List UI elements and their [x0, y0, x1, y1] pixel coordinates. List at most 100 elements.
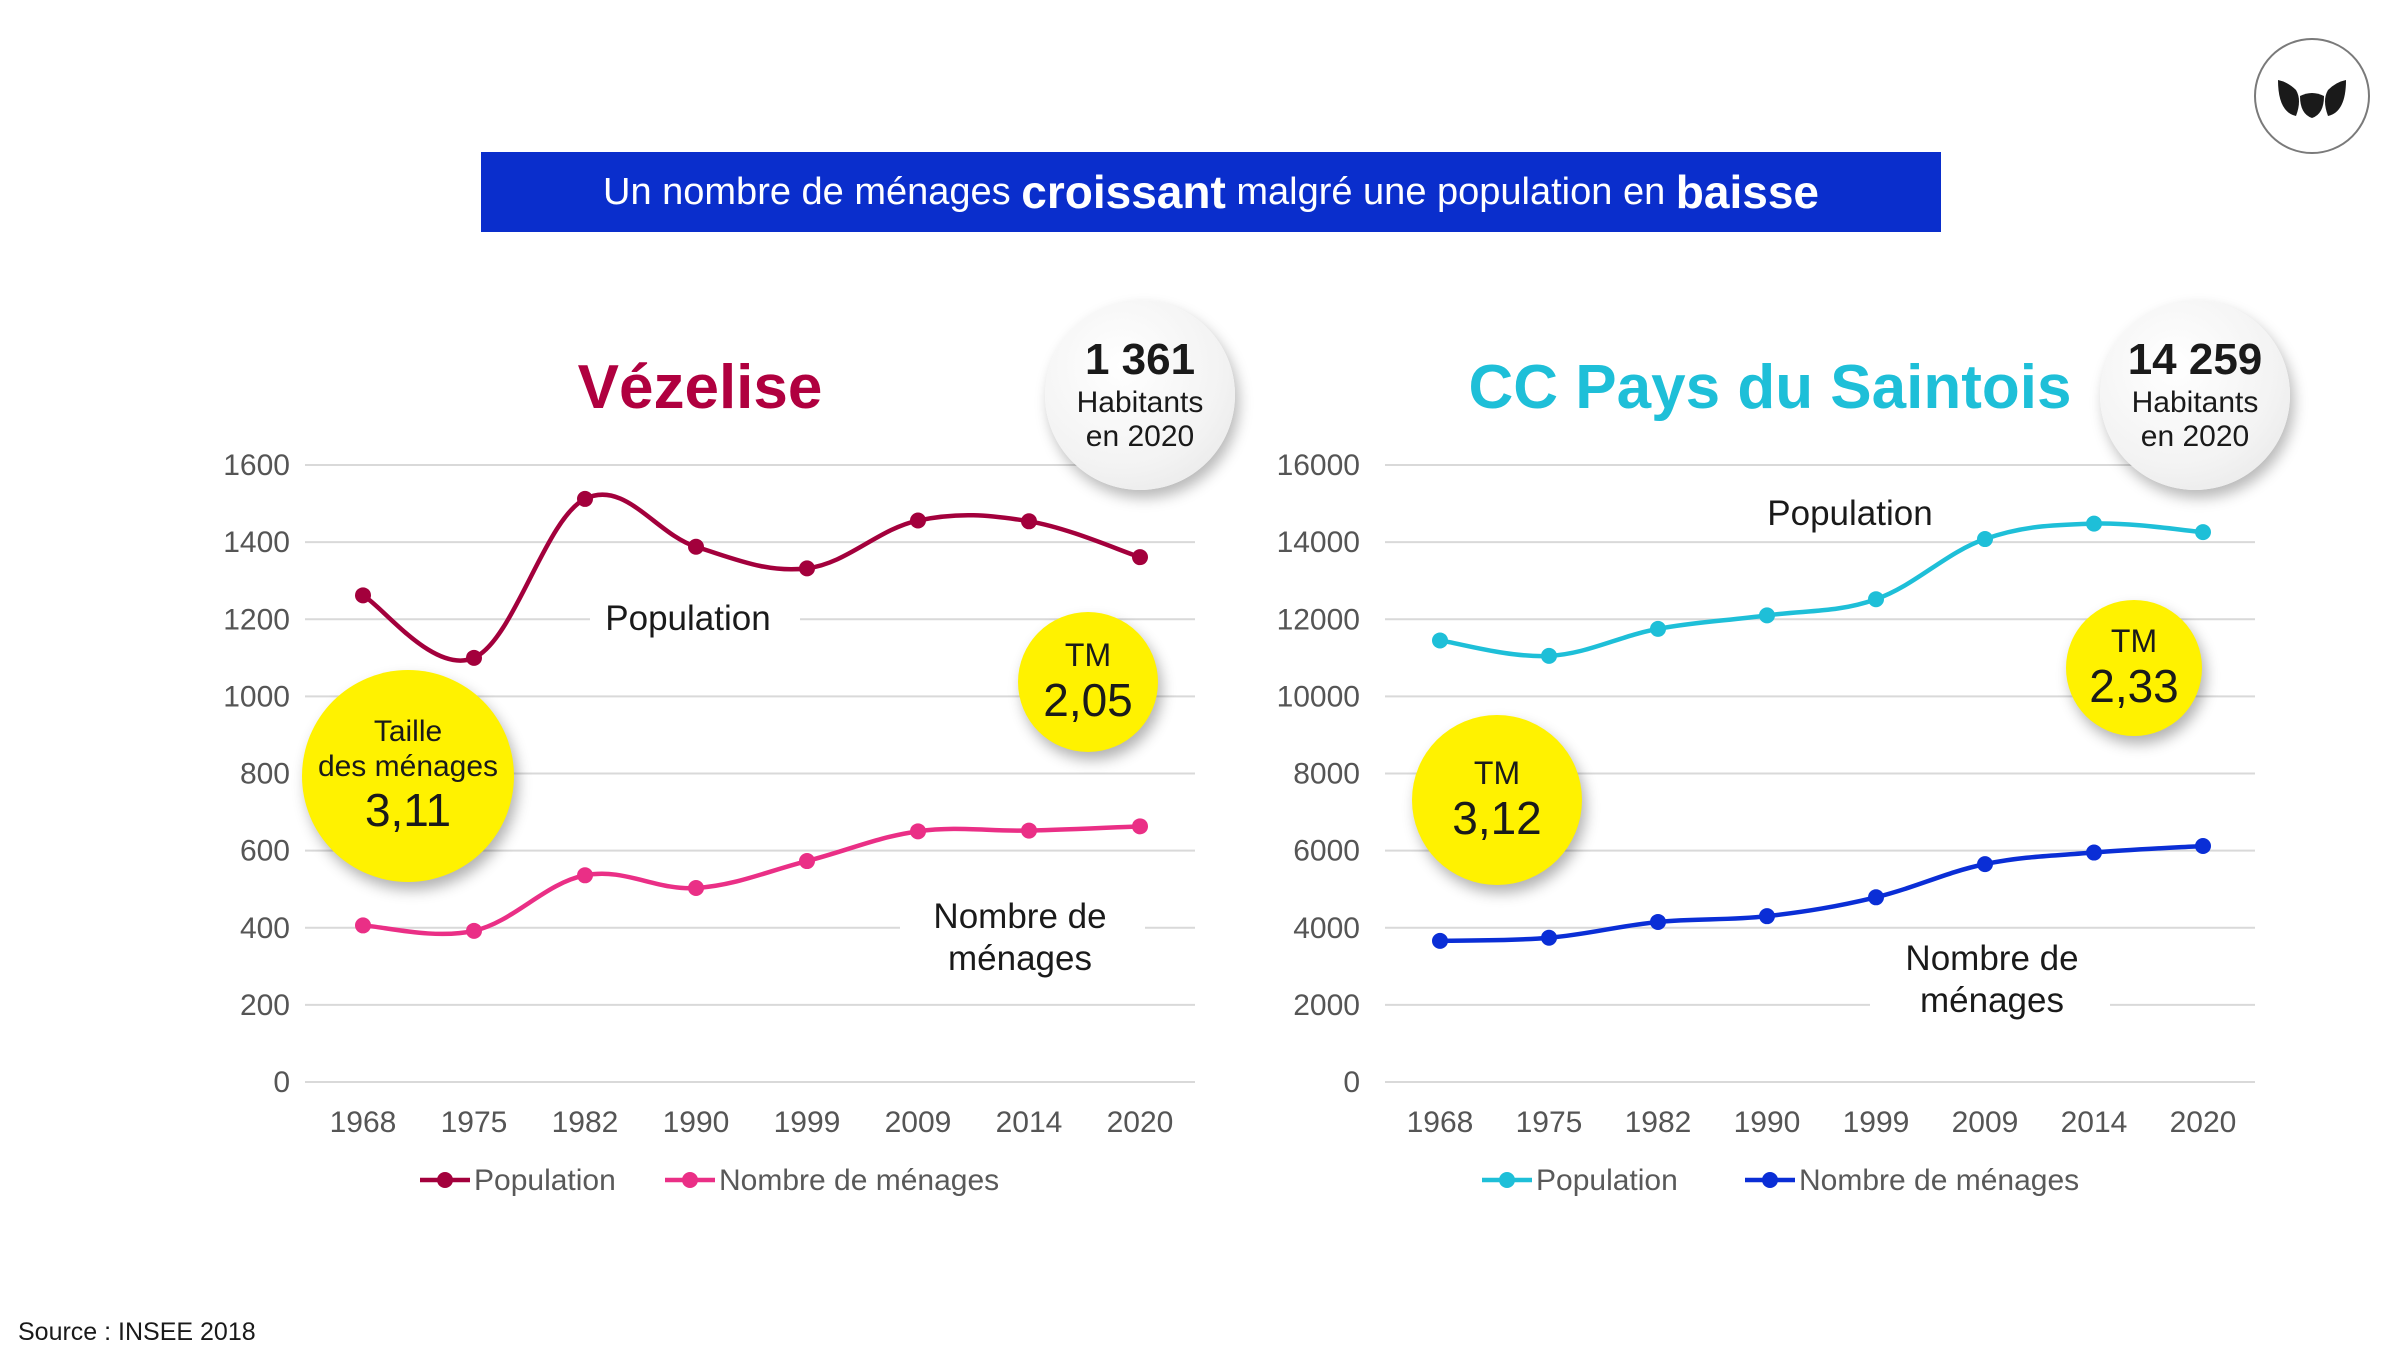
label-gap: [1870, 970, 2110, 1020]
data-point: [2195, 524, 2211, 541]
x-tick-label: 1982: [1625, 1106, 1692, 1139]
y-tick-label: 4000: [1293, 912, 1360, 945]
headline-bold2: baisse: [1675, 166, 1819, 218]
x-tick-label: 2020: [1107, 1106, 1174, 1139]
legend-label: Nombre de ménages: [1799, 1164, 2079, 1197]
household-size-label: TM: [1064, 637, 1112, 674]
population-2020-label-line2: en 2020: [2140, 420, 2250, 454]
y-tick-label: 200: [240, 989, 290, 1022]
legend-marker: [1499, 1172, 1515, 1188]
data-point: [2086, 844, 2102, 861]
series-line: [1439, 521, 2204, 659]
legend-marker: [682, 1172, 698, 1188]
household-size-value: 3,11: [364, 784, 452, 837]
data-point: [2195, 837, 2211, 854]
data-point: [466, 649, 482, 666]
legend-label: Nombre de ménages: [719, 1164, 999, 1197]
x-tick-label: 1990: [663, 1106, 730, 1139]
household-size-label: TM: [1473, 755, 1521, 792]
population-2020-label-line1: Habitants: [2131, 385, 2259, 419]
x-tick-label: 1999: [1843, 1106, 1910, 1139]
x-tick-label: 2009: [1952, 1106, 2019, 1139]
data-point: [799, 560, 815, 577]
data-point: [466, 922, 482, 939]
label-gap: [1745, 487, 1955, 537]
data-point: [1021, 822, 1037, 839]
legend-marker: [437, 1172, 453, 1188]
data-point: [1868, 591, 1884, 608]
data-point: [1977, 531, 1993, 548]
legend-label: Population: [474, 1164, 616, 1197]
headline-part1: Un nombre de ménages: [603, 170, 1022, 213]
series-line: [1439, 843, 2204, 944]
legend-marker: [1762, 1172, 1778, 1188]
population-2020-bubble-vezelise: 1 361 Habitants en 2020: [1045, 300, 1235, 490]
y-tick-label: 16000: [1277, 449, 1360, 482]
y-tick-label: 8000: [1293, 758, 1360, 791]
data-point: [1977, 856, 1993, 873]
data-point: [688, 538, 704, 555]
series-label-households: ménages: [948, 939, 1092, 978]
data-point: [1868, 889, 1884, 906]
y-tick-label: 6000: [1293, 835, 1360, 868]
label-gap: [590, 592, 800, 642]
data-point: [2086, 515, 2102, 532]
chart-title-vezelise: Vézelise: [577, 353, 823, 422]
x-tick-label: 1975: [1516, 1106, 1583, 1139]
data-point: [577, 490, 593, 507]
x-tick-label: 1999: [774, 1106, 841, 1139]
data-point: [799, 853, 815, 870]
series-label-households: Nombre de: [933, 897, 1106, 936]
household-size-value: 2,05: [1043, 673, 1133, 726]
household-size-2020-bubble-vezelise: TM 2,05: [1018, 612, 1158, 752]
headline-banner: Un nombre de ménages croissant malgré un…: [481, 152, 1941, 232]
household-size-label: TM: [2110, 623, 2158, 660]
series-label-population: Population: [1767, 494, 1932, 533]
x-tick-label: 2014: [2061, 1106, 2128, 1139]
series-line: [362, 824, 1141, 937]
x-tick-label: 2020: [2170, 1106, 2237, 1139]
data-point: [1759, 908, 1775, 925]
data-point: [1132, 818, 1148, 835]
y-tick-label: 14000: [1277, 526, 1360, 559]
household-size-value: 2,33: [2089, 659, 2179, 712]
data-point: [355, 587, 371, 604]
y-tick-label: 1200: [223, 603, 290, 636]
headline-bold1: croissant: [1021, 166, 1226, 218]
x-tick-label: 2009: [885, 1106, 952, 1139]
series-label-households: ménages: [1920, 981, 2064, 1020]
y-tick-label: 1400: [223, 526, 290, 559]
x-tick-label: 1982: [552, 1106, 619, 1139]
data-point: [1432, 632, 1448, 649]
data-point: [1541, 647, 1557, 664]
x-tick-label: 1968: [1407, 1106, 1474, 1139]
data-point: [1021, 513, 1037, 530]
y-tick-label: 2000: [1293, 989, 1360, 1022]
label-gap: [900, 890, 1145, 940]
population-2020-label-line1: Habitants: [1076, 385, 1204, 419]
x-tick-label: 1968: [330, 1106, 397, 1139]
leaf-logo-icon: [2254, 38, 2370, 154]
headline-part2: malgré une population en: [1225, 170, 1676, 213]
x-tick-label: 1990: [1734, 1106, 1801, 1139]
x-tick-label: 1975: [441, 1106, 508, 1139]
y-tick-label: 600: [240, 835, 290, 868]
household-size-label-line2: des ménages: [317, 749, 499, 783]
data-point: [1650, 620, 1666, 637]
data-point: [577, 867, 593, 884]
household-size-value: 3,12: [1452, 791, 1542, 844]
x-tick-label: 2014: [996, 1106, 1063, 1139]
data-point: [1432, 932, 1448, 949]
population-2020-bubble-saintois: 14 259 Habitants en 2020: [2100, 300, 2290, 490]
data-point: [910, 512, 926, 529]
chart-title-saintois: CC Pays du Saintois: [1468, 353, 2072, 422]
population-2020-value: 14 259: [2127, 335, 2263, 385]
household-size-1968-bubble-saintois: TM 3,12: [1412, 715, 1582, 885]
household-size-1968-bubble-vezelise: Taille des ménages 3,11: [302, 670, 514, 882]
data-point: [1541, 929, 1557, 946]
y-tick-label: 1600: [223, 449, 290, 482]
household-size-2020-bubble-saintois: TM 2,33: [2066, 600, 2202, 736]
source-note: Source : INSEE 2018: [18, 1318, 256, 1346]
y-tick-label: 0: [1343, 1066, 1360, 1099]
